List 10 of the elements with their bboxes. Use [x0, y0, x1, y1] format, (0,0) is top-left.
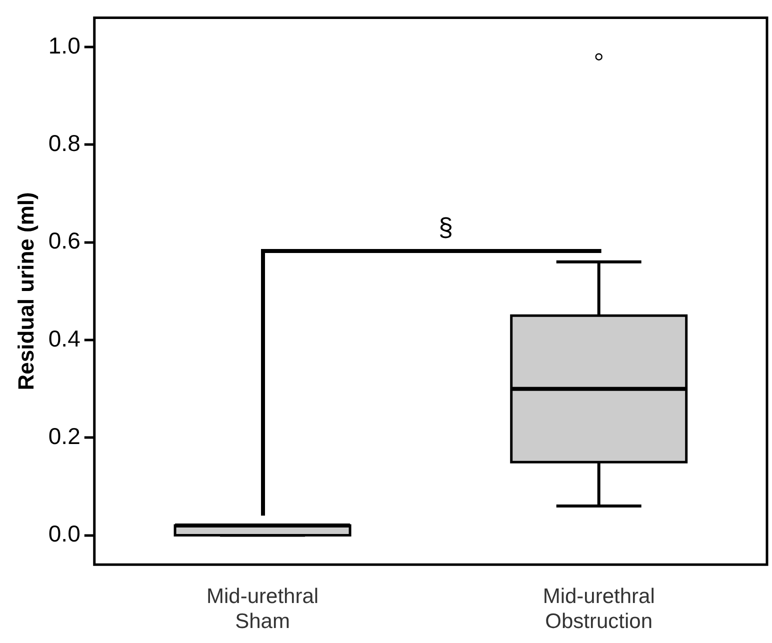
y-tick-label: 0.2 — [48, 423, 80, 450]
y-tick-label: 0.0 — [48, 520, 80, 547]
y-axis-title: Residual urine (ml) — [13, 192, 38, 390]
y-tick-label: 0.4 — [48, 325, 81, 352]
y-tick-label: 0.6 — [48, 228, 80, 254]
x-tick-label: Mid-urethral Obstruction — [542, 584, 655, 634]
x-tick-label: Mid-urethral Sham — [206, 584, 319, 634]
annotation: § — [438, 212, 453, 243]
y-tick-label: 1.0 — [48, 32, 80, 58]
y-tick-label: 0.8 — [48, 130, 80, 156]
